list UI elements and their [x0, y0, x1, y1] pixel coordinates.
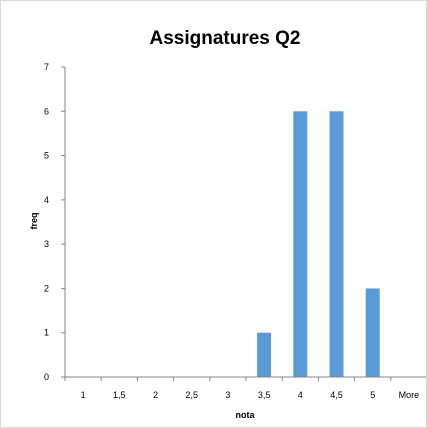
x-tick-label: 4 — [298, 390, 303, 400]
x-tick-label: 4,5 — [330, 390, 343, 400]
x-tick-label: 2 — [153, 390, 158, 400]
y-tick-label: 0 — [44, 372, 49, 382]
y-tick-label: 3 — [44, 239, 49, 249]
x-tick-label: 3,5 — [258, 390, 271, 400]
y-tick-label: 7 — [44, 62, 49, 72]
bar-4 — [293, 111, 308, 378]
bar-4,5 — [329, 111, 344, 378]
x-tick-label: 3 — [225, 390, 230, 400]
y-tick-label: 1 — [44, 328, 49, 338]
y-tick-label: 6 — [44, 106, 49, 116]
y-tick-label: 4 — [44, 195, 49, 205]
y-tick-label: 5 — [44, 151, 49, 161]
y-axis-title: freq — [29, 212, 39, 229]
x-tick-label: 5 — [370, 390, 375, 400]
chart-title: Assignatures Q2 — [150, 28, 301, 49]
x-tick-label: More — [399, 390, 420, 400]
x-axis-ticks: 1 1,5 2 2,5 3 3,5 4 4,5 5 More — [64, 377, 420, 400]
x-tick-label: 1,5 — [113, 390, 126, 400]
x-tick-label: 2,5 — [185, 390, 198, 400]
x-tick-label: 1 — [81, 390, 86, 400]
x-axis-title: nota — [236, 410, 256, 420]
bars-group — [257, 111, 380, 378]
y-tick-label: 2 — [44, 283, 49, 293]
y-axis-ticks: 0 1 2 3 4 5 6 7 — [44, 62, 65, 382]
bar-5 — [365, 288, 380, 377]
bar-3,5 — [257, 332, 272, 377]
